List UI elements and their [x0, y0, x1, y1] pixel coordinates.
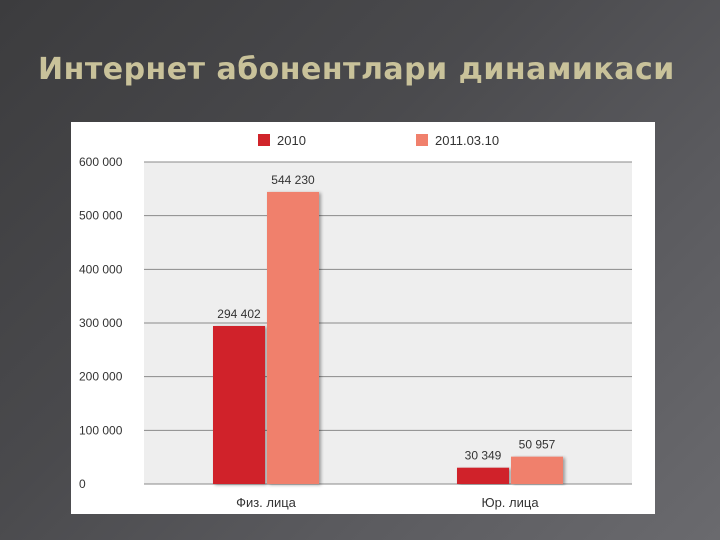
category-label: Юр. лица [481, 495, 539, 510]
data-label: 294 402 [217, 307, 261, 321]
legend-label: 2011.03.10 [435, 133, 499, 148]
data-label: 50 957 [519, 438, 556, 452]
y-tick-label: 300 000 [79, 316, 123, 330]
bar-series-2 [511, 456, 563, 484]
slide-title: Интернет абонентлари динамикаси [38, 52, 675, 87]
chart-panel: 0 100 000 200 000 300 000 400 000 500 000 600 … [71, 122, 655, 514]
legend-label: 2010 [277, 133, 306, 148]
bar-series-1 [457, 467, 509, 484]
legend-swatch [258, 134, 270, 146]
category-label: Физ. лица [236, 495, 297, 510]
legend-swatch [416, 134, 428, 146]
y-tick-label: 200 000 [79, 370, 123, 384]
y-tick-label: 600 000 [79, 155, 123, 169]
data-label: 544 230 [271, 173, 315, 187]
y-tick-label: 100 000 [79, 423, 123, 437]
bar-series-2 [267, 191, 319, 484]
bar-chart: 0 100 000 200 000 300 000 400 000 500 000 600 … [79, 133, 632, 510]
y-tick-label: 500 000 [79, 209, 123, 223]
y-tick-label: 400 000 [79, 262, 123, 276]
data-label: 30 349 [465, 449, 502, 463]
bar-series-1 [213, 326, 265, 484]
y-tick-label: 0 [79, 477, 86, 491]
